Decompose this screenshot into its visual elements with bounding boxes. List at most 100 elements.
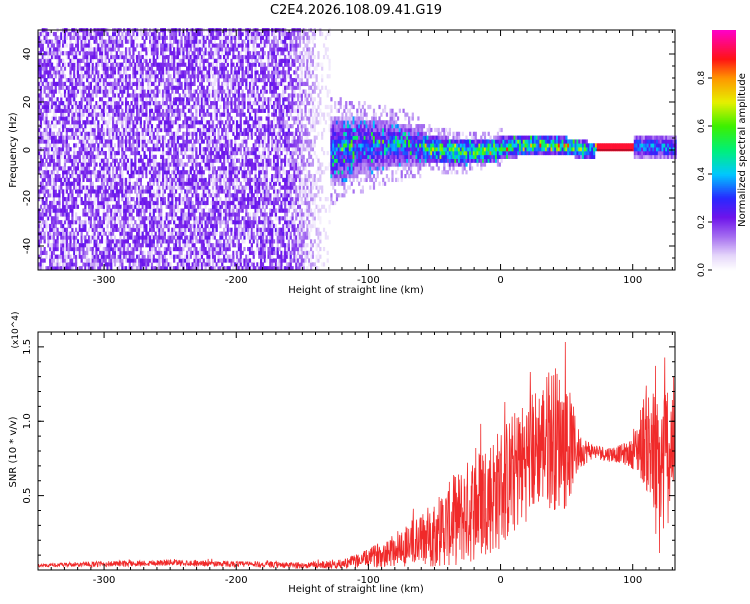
spectrogram-cell	[117, 197, 120, 202]
spectrogram-cell	[234, 197, 237, 202]
spectrogram-cell	[210, 127, 213, 133]
spectrogram-cell	[154, 154, 157, 159]
spectrogram-cell	[39, 223, 43, 229]
spectrogram-cell	[184, 70, 187, 75]
spectrogram-cell	[99, 47, 102, 52]
spectrogram-cell	[124, 85, 128, 90]
spectrogram-cell	[89, 212, 93, 217]
spectrogram-cell	[86, 131, 89, 136]
spectrogram-cell	[160, 158, 163, 163]
spectrogram-cell	[67, 62, 70, 67]
spectrogram-cell	[100, 135, 104, 140]
spectrogram-cell	[39, 62, 43, 67]
spectrogram-cell	[211, 51, 215, 56]
spectrogram-cell	[150, 135, 154, 140]
spectrogram-cell	[217, 74, 220, 79]
spectrogram-cell	[99, 127, 102, 133]
spectrogram-cell	[45, 181, 48, 186]
spectrogram-cell	[213, 97, 216, 102]
spectrogram-cell	[152, 216, 155, 221]
spectrogram-cell	[119, 181, 122, 186]
spectrogram-cell	[158, 139, 161, 144]
spectrogram-cell	[49, 39, 52, 44]
spectrogram-cell	[152, 223, 155, 229]
spectrogram-cell	[121, 120, 124, 125]
spectrogram-cell	[93, 127, 96, 133]
spectrogram-cell	[95, 78, 98, 83]
spectrogram-cell	[165, 131, 168, 136]
spectrogram-cell	[47, 131, 50, 136]
spectrogram-cell	[69, 266, 72, 271]
spectrogram-cell	[154, 85, 157, 90]
spectrogram-cell	[100, 158, 104, 163]
spectrogram-cell	[99, 104, 102, 110]
spectrogram-cell	[235, 212, 239, 217]
spectrogram-cell	[93, 254, 96, 259]
spectrogram-cell	[150, 250, 154, 255]
spectrogram-cell	[41, 200, 44, 206]
spectrogram-cell	[60, 70, 63, 75]
spectrogram-cell	[161, 166, 165, 171]
spectrogram-cell	[197, 170, 200, 175]
spectrogram-cell	[119, 120, 122, 125]
spectrogram-cell	[226, 112, 229, 117]
spectrogram-cell	[43, 223, 46, 229]
spectrogram-cell	[156, 200, 159, 206]
spectrogram-cell	[69, 97, 72, 102]
spectrogram-cell	[193, 78, 196, 83]
spectrogram-cell	[47, 193, 50, 198]
spectrogram-cell	[132, 204, 135, 209]
spectrogram-cell	[49, 223, 52, 229]
spectrogram-cell	[76, 150, 80, 156]
spectrogram-cell	[230, 254, 233, 259]
spectrogram-cell	[119, 158, 122, 163]
spectrogram-cell	[150, 154, 154, 159]
spectrogram-cell	[49, 162, 52, 167]
spectrogram-cell	[97, 254, 100, 259]
spectrogram-cell	[117, 239, 120, 244]
spectrogram-cell	[224, 51, 228, 56]
spectrogram-cell	[176, 85, 179, 90]
spectrogram-cell	[186, 124, 189, 129]
spectrogram-cell	[63, 104, 67, 110]
spectrogram-cell	[49, 212, 52, 217]
spectrogram-cell	[169, 101, 172, 106]
spectrogram-cell	[91, 127, 94, 133]
spectrogram-cell	[235, 47, 239, 52]
spectrogram-cell	[224, 193, 228, 198]
spectrogram-cell	[230, 177, 233, 183]
spectrogram-cell	[211, 254, 215, 259]
spectrogram-cell	[223, 227, 226, 232]
spectrogram-cell	[121, 108, 124, 113]
spectrogram-cell	[65, 174, 68, 179]
spectrogram-cell	[113, 193, 117, 198]
spectrogram-cell	[147, 181, 150, 186]
spectrogram-cell	[47, 266, 50, 271]
spectrogram-cell	[60, 112, 63, 117]
spectrogram-cell	[93, 208, 96, 213]
spectrogram-cell	[104, 131, 107, 136]
spectrogram-cell	[210, 266, 213, 271]
spectrogram-cell	[45, 135, 48, 140]
spectrogram-cell	[130, 143, 133, 148]
spectrogram-cell	[52, 108, 55, 113]
spectrogram-cell	[56, 104, 59, 110]
spectrogram-cell	[206, 135, 209, 140]
spectrogram-cell	[113, 204, 117, 209]
spectrogram-cell	[119, 166, 122, 171]
spectrogram-cell	[110, 116, 113, 121]
spectrogram-cell	[167, 120, 170, 125]
spectrogram-cell	[193, 66, 196, 71]
spectrogram-cell	[139, 181, 142, 186]
spectrogram-cell	[108, 74, 111, 79]
spectrogram-cell	[52, 112, 55, 117]
spectrogram-cell	[110, 74, 113, 79]
spectrogram-cell	[102, 254, 105, 259]
spectrogram-cell	[119, 246, 122, 252]
spectrogram-cell	[226, 108, 229, 113]
spectrogram-cell	[158, 81, 161, 87]
spectrogram-cell	[49, 43, 52, 48]
spectrogram-cell	[217, 193, 220, 198]
spectrogram-cell	[49, 47, 52, 52]
spectrogram-cell	[82, 170, 85, 175]
